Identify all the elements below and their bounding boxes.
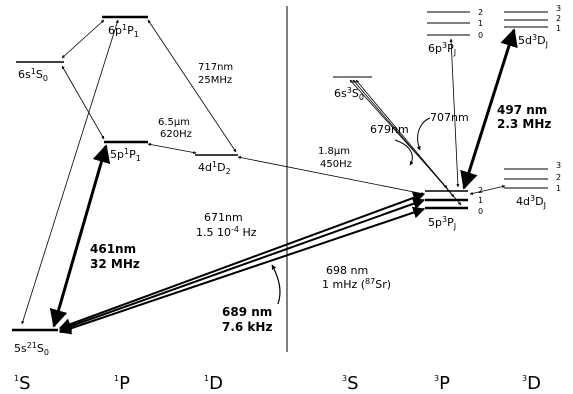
tick-5d3D-2: 2 xyxy=(556,14,561,23)
tick-5d3D-1: 1 xyxy=(556,24,561,33)
label-5d-3DJ: 5d3DJ xyxy=(518,33,548,49)
annotation-707nm: 707nm xyxy=(430,111,469,124)
tick-5p3P-1: 1 xyxy=(478,196,483,205)
column-label-1S: 1S xyxy=(14,373,31,394)
annotation-497-wavelength: 497 nm xyxy=(497,103,547,117)
transition-717nm xyxy=(147,19,237,153)
annotation-461-wavelength: 461nm xyxy=(90,242,136,256)
label-4d-3DJ: 4d3DJ xyxy=(516,194,546,210)
tick-4d3D-2: 2 xyxy=(556,173,561,182)
label-4d-1D2: 4d1D2 xyxy=(198,160,231,176)
tick-6p3P-0: 0 xyxy=(478,31,483,40)
pointer-689nm xyxy=(271,264,281,305)
annotation-689-wavelength: 689 nm xyxy=(222,305,272,319)
label-6p-3PJ: 6p3PJ xyxy=(428,41,456,57)
transition-461nm xyxy=(49,144,111,328)
annotation-671-wavelength: 671nm xyxy=(204,211,243,224)
tick-5p3P-0: 0 xyxy=(478,207,483,216)
transition-6s3S0-5p3P0 xyxy=(355,79,462,206)
label-5s2-1S0: 5s21S0 xyxy=(14,341,49,357)
pointer-679nm xyxy=(394,139,414,166)
transition-1S0-6p1P1 xyxy=(21,19,119,325)
transition-6s1S0-5p1P1 xyxy=(61,65,105,140)
transition-4d3D-5p3P xyxy=(469,185,506,195)
transition-698nm xyxy=(58,206,426,335)
tick-6p3P-1: 1 xyxy=(478,19,483,28)
tick-5p3P-2: 2 xyxy=(478,186,483,195)
tick-4d3D-1: 1 xyxy=(556,184,561,193)
annotation-6-5um-width: 620Hz xyxy=(160,129,192,140)
annotation-6-5um-wavelength: 6.5µm xyxy=(158,117,190,128)
annotation-698-width: 1 mHz (87Sr) xyxy=(322,277,391,291)
transition-6s1S0-6p1P1 xyxy=(61,19,105,59)
label-6p-1P1: 6p1P1 xyxy=(108,23,139,39)
annotation-497-width: 2.3 MHz xyxy=(497,117,551,131)
tick-6p3P-2: 2 xyxy=(478,8,483,17)
tick-4d3D-3: 3 xyxy=(556,161,561,170)
column-label-1D: 1D xyxy=(204,373,223,394)
annotation-461-width: 32 MHz xyxy=(90,257,140,271)
annotation-671-width: 1.5 10-4 Hz xyxy=(196,225,257,239)
annotation-689-width: 7.6 kHz xyxy=(222,320,272,334)
annotation-1-8um-width: 450Hz xyxy=(320,159,352,170)
annotation-717-wavelength: 717nm xyxy=(198,62,233,73)
column-label-3P: 3P xyxy=(434,373,450,394)
transition-6p3P-5p3P xyxy=(449,38,460,188)
column-label-3S: 3S xyxy=(342,373,359,394)
label-6s-1S0: 6s1S0 xyxy=(18,67,48,83)
annotation-679nm: 679nm xyxy=(370,123,409,136)
annotation-717-width: 25MHz xyxy=(198,75,232,86)
label-5p-1P1: 5p1P1 xyxy=(110,147,141,163)
pointer-707nm xyxy=(416,117,431,151)
transition-497nm xyxy=(460,28,518,190)
label-5p-3PJ: 5p3PJ xyxy=(428,215,456,231)
column-label-3D: 3D xyxy=(522,373,541,394)
column-label-1P: 1P xyxy=(114,373,130,394)
transition-6-5um xyxy=(147,142,197,155)
tick-5d3D-3: 3 xyxy=(556,4,561,13)
transition-6s3S0-5p3P1 xyxy=(352,79,455,198)
annotation-698-wavelength: 698 nm xyxy=(326,264,368,277)
annotation-1-8um-wavelength: 1.8µm xyxy=(318,146,350,157)
label-6s-3S0: 6s3S0 xyxy=(334,86,364,102)
